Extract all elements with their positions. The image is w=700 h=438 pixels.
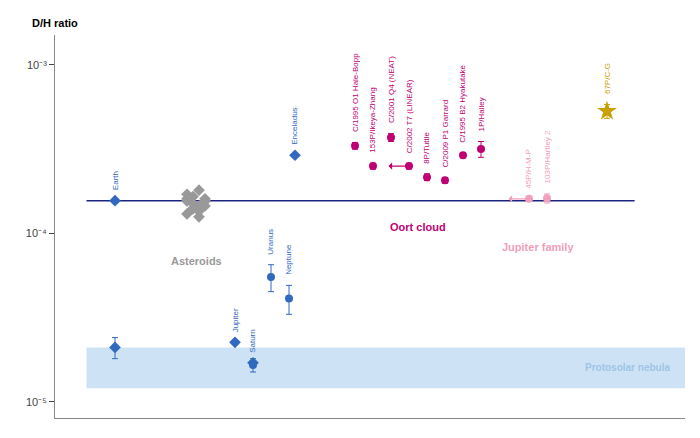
svg-text:Enceladus: Enceladus [290, 107, 299, 144]
svg-text:C/2009 P1 Garrard: C/2009 P1 Garrard [441, 100, 450, 168]
svg-text:Asteroids: Asteroids [171, 255, 222, 267]
svg-text:8P/Tuttle: 8P/Tuttle [422, 132, 431, 164]
svg-text:10⁻⁵: 10⁻⁵ [26, 396, 47, 408]
svg-text:103P/Hartley 2: 103P/Hartley 2 [543, 130, 552, 183]
svg-text:67P/C-G: 67P/C-G [603, 63, 612, 94]
svg-text:10⁻⁴: 10⁻⁴ [26, 227, 47, 239]
svg-text:45P/H-M-P: 45P/H-M-P [524, 149, 533, 189]
svg-text:Uranus: Uranus [266, 229, 275, 255]
svg-text:C/2002 T7 (LINEAR): C/2002 T7 (LINEAR) [405, 79, 414, 153]
svg-text:Jupiter: Jupiter [231, 308, 240, 332]
svg-text:D/H ratio: D/H ratio [32, 17, 78, 29]
svg-text:Oort cloud: Oort cloud [390, 221, 446, 233]
svg-text:Saturn: Saturn [248, 329, 257, 353]
svg-text:C/1995 O1 Hale-Bopp: C/1995 O1 Hale-Bopp [351, 53, 360, 132]
svg-text:Earth: Earth [111, 171, 120, 190]
svg-text:10⁻³: 10⁻³ [27, 59, 47, 71]
svg-text:153P/Ikeya-Zhang: 153P/Ikeya-Zhang [368, 87, 377, 152]
svg-text:Protosolar nebula: Protosolar nebula [585, 362, 670, 373]
svg-text:C/2001 Q4 (NEAT): C/2001 Q4 (NEAT) [387, 56, 396, 123]
svg-text:Neptune: Neptune [284, 244, 293, 275]
svg-text:1P/Halley: 1P/Halley [477, 97, 486, 131]
svg-text:Jupiter family: Jupiter family [502, 241, 574, 253]
svg-text:C/1995 B2 Hyakutake: C/1995 B2 Hyakutake [458, 64, 467, 142]
